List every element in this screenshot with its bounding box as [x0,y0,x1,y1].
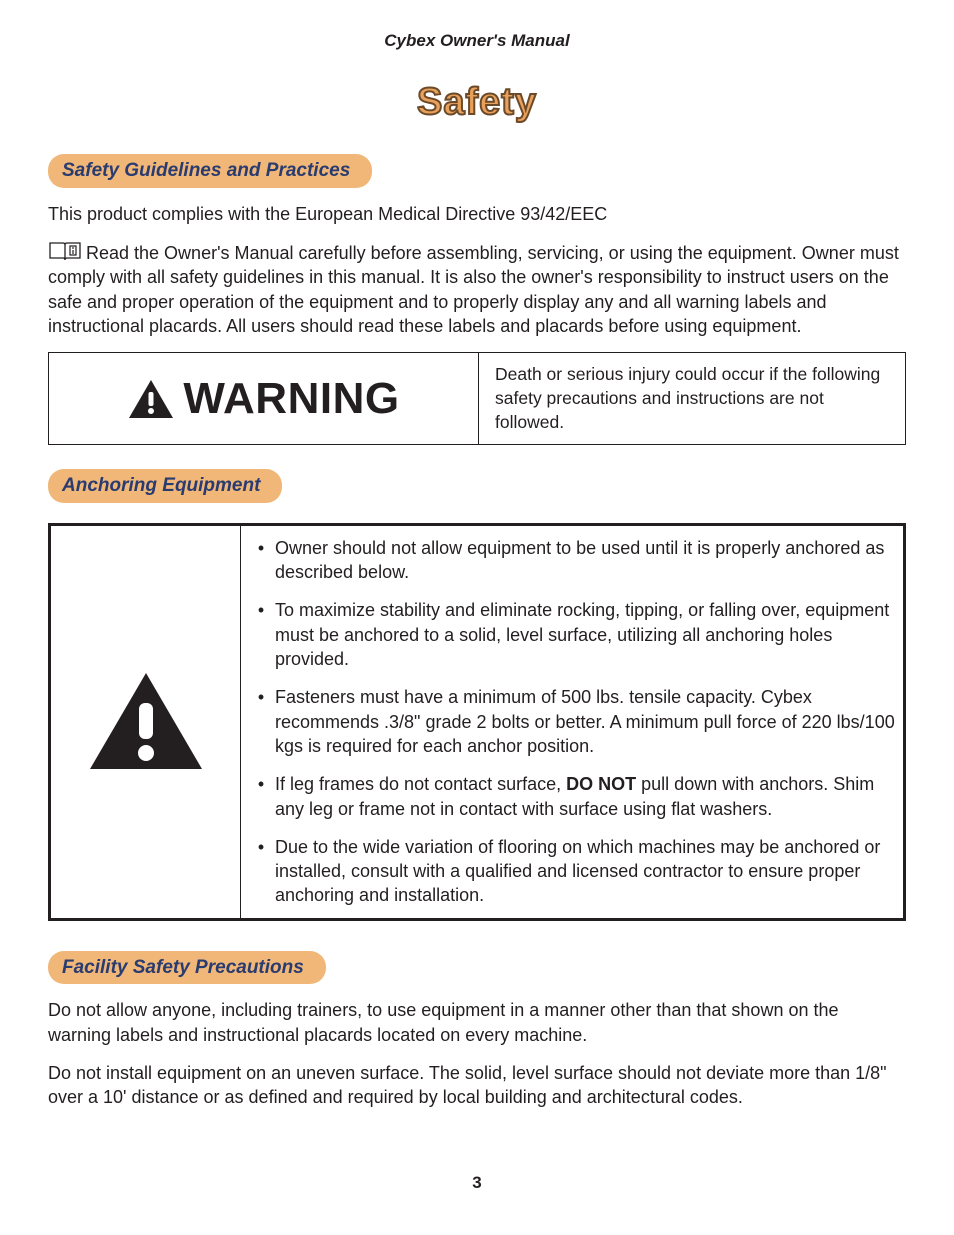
bullet-dot: • [247,685,275,758]
read-manual-paragraph: Read the Owner's Manual carefully before… [48,240,906,338]
list-item: •To maximize stability and eliminate roc… [247,598,895,671]
bullet-dot: • [247,598,275,671]
compliance-text: This product complies with the European … [48,202,906,226]
bullet-text: If leg frames do not contact surface, DO… [275,772,895,821]
bullet-text: Owner should not allow equipment to be u… [275,536,895,585]
bullet-text: Due to the wide variation of flooring on… [275,835,895,908]
section-heading-guidelines: Safety Guidelines and Practices [48,154,372,188]
bullet-text: Fasteners must have a minimum of 500 lbs… [275,685,895,758]
anchoring-bullets: •Owner should not allow equipment to be … [241,526,903,918]
anchoring-table: •Owner should not allow equipment to be … [48,523,906,921]
anchoring-icon-cell [51,526,241,918]
warning-box: WARNING Death or serious injury could oc… [48,352,906,445]
list-item: •Fasteners must have a minimum of 500 lb… [247,685,895,758]
caution-triangle-icon [86,669,206,774]
list-item: •Owner should not allow equipment to be … [247,536,895,585]
bullet-text: To maximize stability and eliminate rock… [275,598,895,671]
chapter-title-text: Safety [417,81,537,123]
chapter-title: Safety [48,77,906,128]
section-heading-facility: Facility Safety Precautions [48,951,326,985]
list-item: •If leg frames do not contact surface, D… [247,772,895,821]
read-manual-text: Read the Owner's Manual carefully before… [48,243,899,336]
warning-description-text: Death or serious injury could occur if t… [495,363,889,434]
facility-paragraph-2: Do not install equipment on an uneven su… [48,1061,906,1110]
section-heading-text: Facility Safety Precautions [62,957,304,978]
facility-paragraph-1: Do not allow anyone, including trainers,… [48,998,906,1047]
bullet-dot: • [247,772,275,821]
section-heading-text: Safety Guidelines and Practices [62,160,350,181]
section-heading-anchoring: Anchoring Equipment [48,469,282,503]
list-item: •Due to the wide variation of flooring o… [247,835,895,908]
warning-label: WARNING [183,369,399,428]
warning-triangle-icon [127,378,175,420]
page-number: 3 [0,1172,954,1195]
page-header: Cybex Owner's Manual [48,30,906,53]
bullet-dot: • [247,536,275,585]
warning-label-cell: WARNING [49,353,479,444]
book-info-icon [48,240,82,262]
warning-description: Death or serious injury could occur if t… [479,353,905,444]
section-heading-text: Anchoring Equipment [62,475,260,496]
bullet-dot: • [247,835,275,908]
